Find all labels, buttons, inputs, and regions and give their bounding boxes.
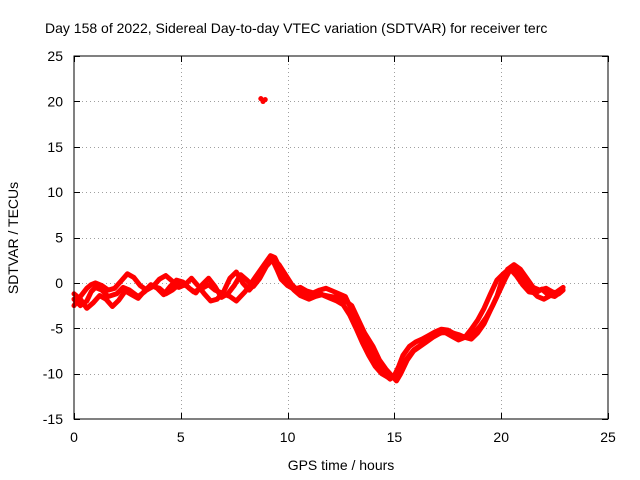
sdtvar-outliers <box>258 96 268 104</box>
y-tick-label: 20 <box>47 93 63 109</box>
x-tick-label: 15 <box>387 429 403 445</box>
x-tick-labels: 0 5 10 15 20 25 <box>70 429 616 445</box>
outlier-point <box>262 96 268 103</box>
y-tick-label: 10 <box>47 184 63 200</box>
y-tick-label: 5 <box>55 230 63 246</box>
y-tick-label: 15 <box>47 139 63 155</box>
sdtvar-traces <box>71 253 566 384</box>
x-tick-label: 20 <box>493 429 509 445</box>
x-tick-label: 5 <box>177 429 185 445</box>
y-tick-labels: -15 -10 -5 0 5 10 15 20 25 <box>43 48 63 427</box>
x-tick-label: 10 <box>280 429 296 445</box>
x-tick-label: 25 <box>600 429 616 445</box>
x-tick-label: 0 <box>70 429 78 445</box>
sdtvar-series-3 <box>71 256 564 381</box>
y-tick-label: 0 <box>55 275 63 291</box>
axis-ticks <box>74 56 609 420</box>
y-tick-label: 25 <box>47 48 63 64</box>
chart-title: Day 158 of 2022, Sidereal Day-to-day VTE… <box>45 20 547 36</box>
y-axis-label: SDTVAR / TECUs <box>5 182 21 294</box>
y-tick-label: -10 <box>43 366 63 382</box>
y-tick-label: -5 <box>51 320 64 336</box>
x-axis-label: GPS time / hours <box>288 457 395 473</box>
plot-frame <box>73 55 609 420</box>
y-tick-label: -15 <box>43 411 63 427</box>
